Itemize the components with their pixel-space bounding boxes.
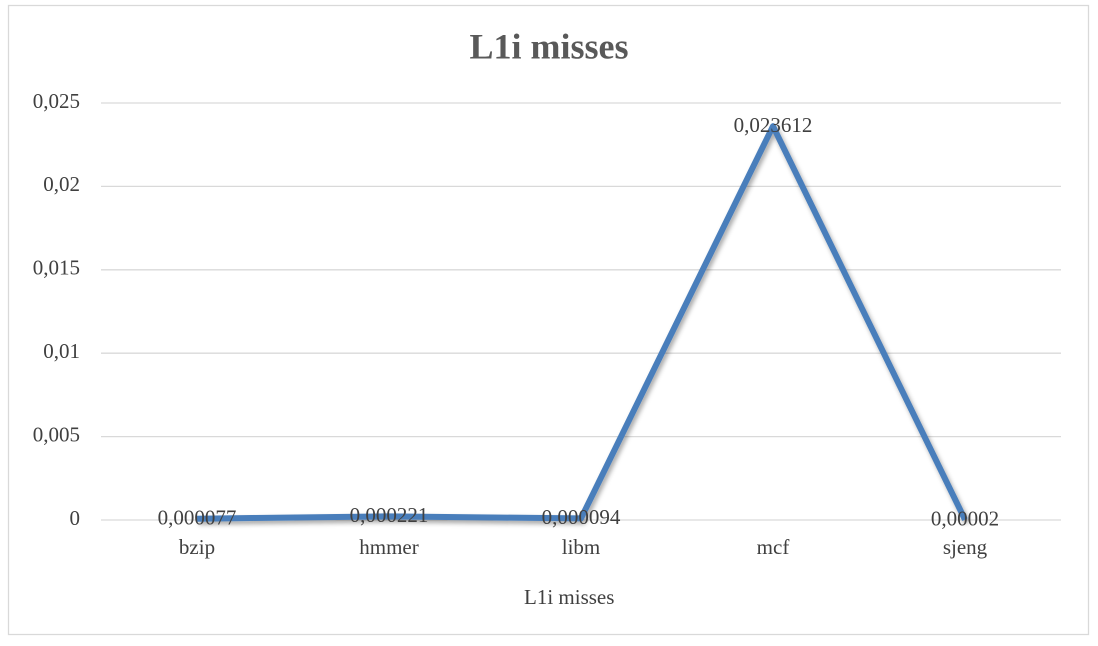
data-label: 0,00002 [931, 506, 999, 530]
y-tick-label: 0,02 [43, 172, 80, 196]
grid [101, 102, 1061, 521]
chart-border [7, 4, 1090, 636]
data-label: 0,000094 [542, 505, 621, 529]
data-label: 0,000221 [350, 503, 429, 527]
y-tick-label: 0,015 [33, 256, 80, 280]
legend-label: L1i misses [524, 585, 614, 609]
y-tick-label: 0,025 [33, 89, 80, 113]
data-line [196, 123, 968, 522]
y-tick-label: 0,01 [43, 339, 80, 363]
x-tick-label: sjeng [943, 535, 988, 559]
chart-title: L1i misses [469, 26, 628, 66]
x-tick-label: bzip [179, 535, 215, 559]
x-tick-label: mcf [757, 535, 790, 559]
y-tick-label: 0 [70, 506, 81, 530]
x-tick-label: hmmer [359, 535, 418, 559]
y-tick-label: 0,005 [33, 422, 80, 446]
data-label: 0,023612 [734, 113, 813, 137]
plot: 0,000077 0,000221 0,000094 0,023612 0,00002 [158, 113, 1000, 531]
data-label: 0,000077 [158, 506, 237, 530]
x-tick-label: libm [562, 535, 601, 559]
